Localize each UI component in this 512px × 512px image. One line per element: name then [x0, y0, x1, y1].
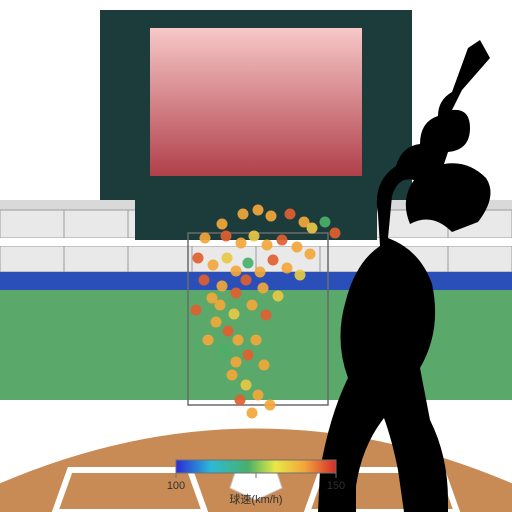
pitch-chart: 100 150 球速(km/h): [0, 0, 512, 512]
colorbar-label: 球速(km/h): [229, 492, 282, 506]
svg-text:150: 150: [327, 480, 345, 492]
svg-text:100: 100: [167, 480, 185, 492]
